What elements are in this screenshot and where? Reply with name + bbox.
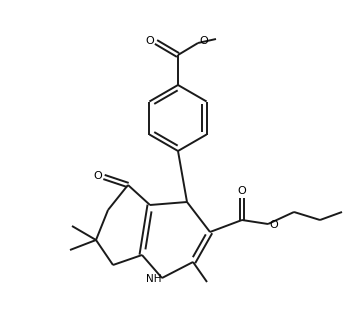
Text: O: O [146, 36, 154, 46]
Text: O: O [200, 36, 208, 46]
Text: O: O [270, 220, 279, 230]
Text: NH: NH [146, 274, 162, 284]
Text: O: O [94, 171, 102, 181]
Text: O: O [238, 186, 246, 196]
